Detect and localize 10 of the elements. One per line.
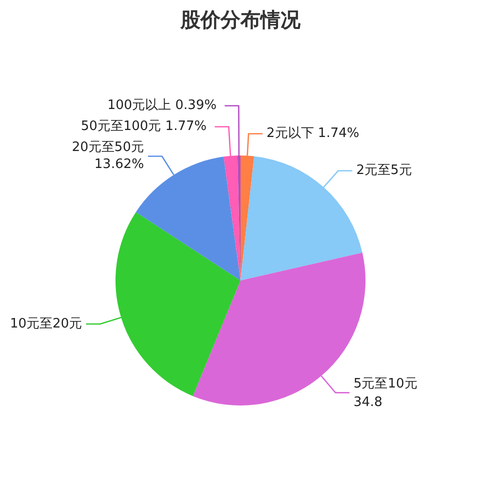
chart-title: 股价分布情况	[180, 8, 302, 32]
slice-label: 50元至100元 1.77%	[80, 119, 207, 134]
slice-label: 2元以下 1.74%	[266, 126, 360, 142]
data-label: 34.8	[353, 395, 382, 410]
slice-label: 5元至10元	[353, 376, 418, 392]
slice-label: 10元至20元	[10, 316, 82, 332]
data-label: 13.62%	[94, 157, 144, 172]
slice-label: 20元至50元	[72, 140, 144, 156]
slice-label: 100元以上 0.39%	[107, 98, 217, 114]
slice-label: 2元至5元	[356, 163, 412, 178]
